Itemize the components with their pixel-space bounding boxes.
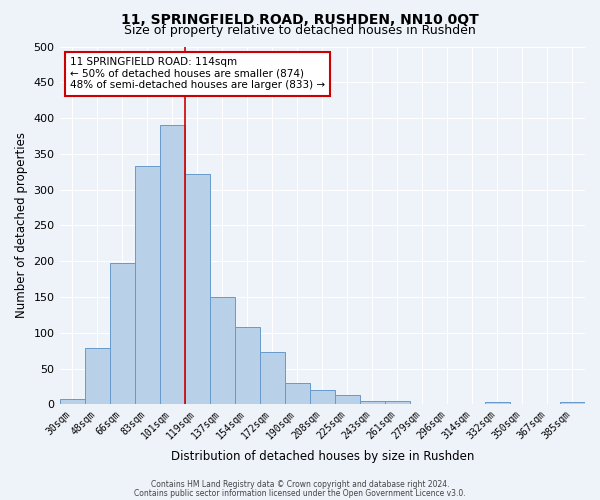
Bar bbox=[209, 297, 235, 405]
Bar bbox=[160, 125, 185, 404]
Bar bbox=[185, 174, 209, 404]
Bar bbox=[110, 264, 134, 404]
Bar bbox=[85, 348, 110, 405]
Y-axis label: Number of detached properties: Number of detached properties bbox=[15, 132, 28, 318]
Bar bbox=[385, 402, 410, 404]
Bar bbox=[335, 395, 360, 404]
Bar bbox=[485, 402, 510, 404]
Text: 11, SPRINGFIELD ROAD, RUSHDEN, NN10 0QT: 11, SPRINGFIELD ROAD, RUSHDEN, NN10 0QT bbox=[121, 12, 479, 26]
Bar bbox=[560, 402, 585, 404]
Text: 11 SPRINGFIELD ROAD: 114sqm
← 50% of detached houses are smaller (874)
48% of se: 11 SPRINGFIELD ROAD: 114sqm ← 50% of det… bbox=[70, 57, 325, 90]
Bar bbox=[310, 390, 335, 404]
Text: Size of property relative to detached houses in Rushden: Size of property relative to detached ho… bbox=[124, 24, 476, 37]
Bar bbox=[360, 400, 385, 404]
Bar bbox=[235, 327, 260, 404]
X-axis label: Distribution of detached houses by size in Rushden: Distribution of detached houses by size … bbox=[170, 450, 474, 462]
Bar bbox=[134, 166, 160, 404]
Text: Contains HM Land Registry data © Crown copyright and database right 2024.: Contains HM Land Registry data © Crown c… bbox=[151, 480, 449, 489]
Bar bbox=[59, 398, 85, 404]
Bar bbox=[260, 352, 285, 405]
Text: Contains public sector information licensed under the Open Government Licence v3: Contains public sector information licen… bbox=[134, 488, 466, 498]
Bar bbox=[285, 383, 310, 404]
